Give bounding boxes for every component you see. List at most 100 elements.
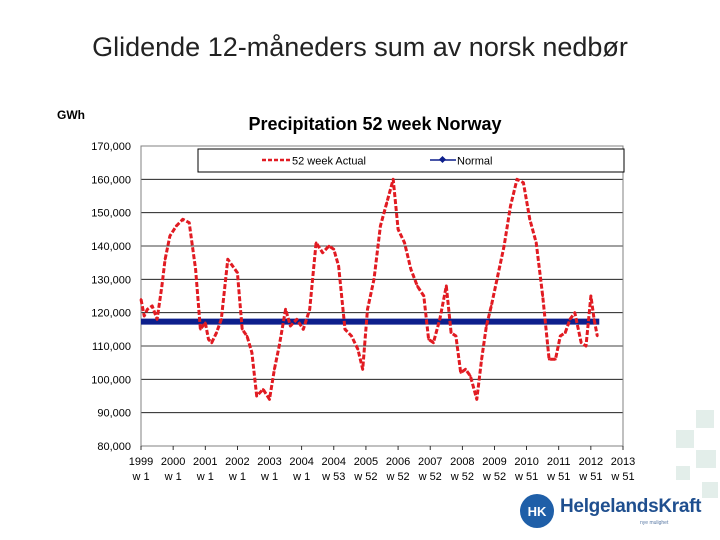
y-tick-label: 100,000 [91, 374, 131, 386]
series-actual-point [454, 334, 458, 338]
series-group [139, 177, 600, 401]
series-actual-point [151, 304, 154, 308]
series-actual-point [314, 241, 318, 244]
series-actual-point [308, 308, 311, 311]
series-actual-point [181, 218, 184, 221]
series-actual-point [563, 331, 567, 334]
x-tick-year-label: 2010 [514, 456, 538, 468]
logo-wordmark: HelgelandsKraft [560, 496, 702, 517]
x-tick-year-label: 2008 [450, 456, 474, 468]
series-actual-point [139, 298, 143, 301]
series-actual-point [366, 308, 369, 311]
series-actual-point [343, 328, 347, 331]
series-actual-point [589, 294, 593, 298]
x-tick-week-label: w 1 [228, 471, 246, 483]
legend-normal-label: Normal [457, 156, 492, 168]
x-tick-year-label: 2011 [547, 456, 571, 468]
series-actual-point [327, 244, 331, 248]
y-tick-label: 140,000 [91, 241, 131, 253]
series-actual-point [302, 328, 305, 331]
series-actual-point [580, 341, 583, 344]
series-actual-point [332, 248, 335, 251]
helgelandskraft-logo: HK HelgelandsKraft nye mulighet [520, 492, 702, 532]
series-actual-point [160, 284, 164, 288]
x-tick-year-label: 2012 [579, 456, 603, 468]
x-tick-week-label: w 51 [610, 471, 634, 483]
series-actual-point [584, 344, 588, 348]
series-actual-point [236, 271, 239, 274]
series-actual-point [528, 218, 532, 221]
series-actual-point [226, 258, 229, 261]
series-actual-point [509, 204, 512, 208]
series-actual-point [199, 328, 202, 331]
series-actual-point [245, 334, 249, 338]
series-actual-point [356, 348, 360, 351]
series-actual-point [289, 324, 292, 328]
series-actual-point [438, 318, 442, 321]
series-actual-point [396, 228, 400, 231]
x-tick-week-label: w 53 [321, 471, 345, 483]
series-actual-point [449, 331, 453, 334]
x-tick-week-label: w 1 [260, 471, 278, 483]
series-actual-point [210, 341, 213, 344]
x-axis: 1999 w 1 2000 w 1 2001 w 1 2002 w 1 2003 w 1 2004 w… [129, 446, 635, 483]
x-tick-year-label: 2000 [161, 456, 185, 468]
chart-title: Precipitation 52 week Norway [248, 114, 501, 134]
x-tick-week-label: w 51 [546, 471, 570, 483]
y-tick-label: 90,000 [97, 408, 131, 420]
series-actual-point [541, 294, 544, 298]
series-actual-point [554, 358, 557, 361]
series-actual-point [231, 264, 234, 268]
y-tick-label: 130,000 [91, 274, 131, 286]
x-tick-week-label: w 51 [578, 471, 602, 483]
series-actual-point [261, 388, 265, 391]
plot-area-border [140, 145, 624, 447]
x-tick-week-label: w 52 [385, 471, 409, 483]
series-actual-point [480, 358, 483, 361]
helgelandskraft-logo-icon: HK [520, 494, 554, 528]
series-actual-point [485, 324, 488, 328]
y-axis-unit-label: GWh [57, 108, 85, 122]
series-actual-point [163, 258, 167, 261]
x-tick-week-label: w 1 [292, 471, 310, 483]
y-tick-label: 160,000 [91, 174, 131, 186]
series-actual-point [416, 284, 419, 288]
series-actual-point [409, 268, 413, 271]
y-tick-label: 150,000 [91, 208, 131, 220]
series-actual-point [490, 304, 493, 308]
slide-title: Glidende 12-måneders sum av norsk nedbør [92, 32, 628, 62]
series-actual-point [250, 351, 254, 354]
decorative-squares [660, 400, 720, 540]
series-actual-point [573, 311, 576, 314]
series-actual-point [547, 358, 551, 361]
series-actual-point [459, 371, 462, 374]
series-actual-point [392, 178, 395, 181]
series-actual-point [268, 398, 271, 401]
y-tick-label: 110,000 [92, 341, 131, 353]
series-actual-point [568, 318, 572, 321]
series-actual-point [188, 221, 191, 224]
x-tick-year-label: 2001 [193, 456, 217, 468]
x-tick-year-label: 2013 [611, 456, 635, 468]
y-tick-label: 170,000 [91, 141, 131, 153]
series-actual-point [350, 334, 353, 338]
series-actual-point [469, 374, 472, 378]
series-actual-point [475, 398, 478, 401]
series-actual-point [277, 344, 281, 348]
series-actual-point [515, 178, 519, 181]
series-actual-point [445, 284, 448, 288]
series-actual-point [522, 181, 525, 184]
series-actual-point [422, 294, 425, 298]
series-actual-point [204, 321, 207, 324]
y-tick-label: 120,000 [91, 308, 131, 320]
series-actual-point [295, 318, 299, 321]
series-actual-point [379, 224, 382, 228]
x-tick-week-label: w 51 [514, 471, 538, 483]
series-actual-point [372, 278, 376, 281]
x-tick-week-label: w 52 [353, 471, 377, 483]
series-actual-point [321, 251, 324, 254]
series-actual-point [146, 308, 149, 311]
x-tick-week-label: w 1 [196, 471, 214, 483]
x-tick-year-label: 2009 [482, 456, 506, 468]
